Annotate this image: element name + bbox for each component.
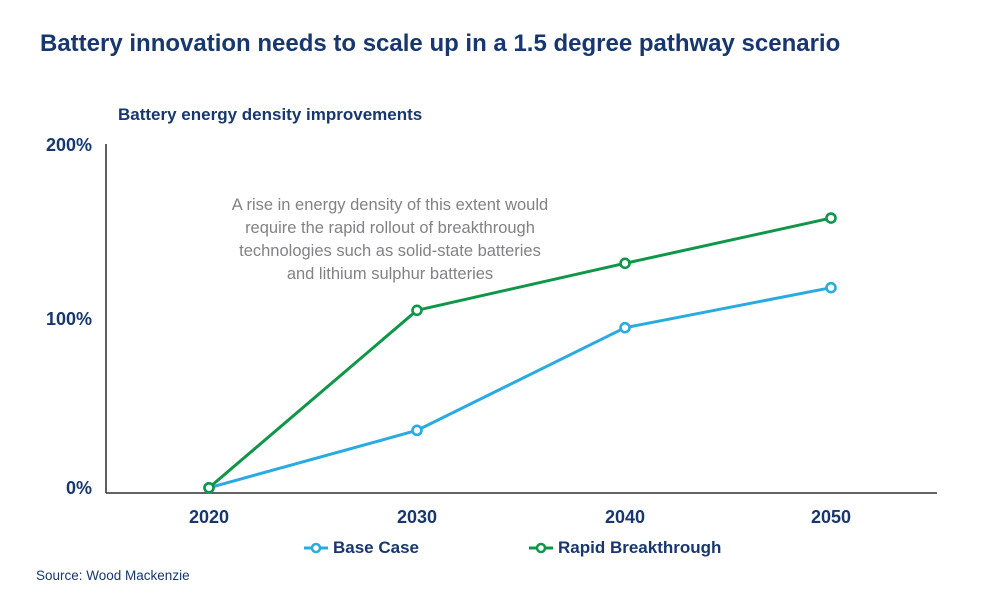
x-axis-tick-2020: 2020 — [188, 507, 230, 527]
x-axis-tick-2030: 2030 — [396, 507, 438, 527]
legend-label-base-case: Base Case — [333, 538, 420, 557]
legend-item-rapid-breakthrough: Rapid Breakthrough — [528, 537, 721, 559]
annotation-line: and lithium sulphur batteries — [286, 265, 494, 283]
annotation-line: A rise in energy density of this extent … — [231, 196, 549, 214]
chart-title: Battery innovation needs to scale up in … — [40, 30, 841, 57]
y-axis-tick-0: 0% — [65, 478, 92, 498]
data-point-base-case-2040 — [619, 321, 631, 334]
data-point-base-case-2050 — [825, 281, 837, 294]
legend-item-base-case: Base Case — [303, 537, 419, 559]
data-point-rapid-breakthrough-2030 — [411, 304, 423, 317]
chart-subtitle: Battery energy density improvements — [118, 105, 423, 124]
source-note: Source: Wood Mackenzie — [36, 568, 190, 583]
annotation-line: require the rapid rollout of breakthroug… — [245, 219, 535, 237]
data-point-rapid-breakthrough-2040 — [619, 257, 631, 270]
data-point-rapid-breakthrough-2050 — [825, 212, 837, 224]
x-axis-tick-2050: 2050 — [810, 507, 852, 527]
data-point-base-case-2030 — [411, 424, 423, 437]
chart-annotation: A rise in energy density of this extent … — [165, 194, 615, 286]
legend-label-rapid-breakthrough: Rapid Breakthrough — [558, 538, 722, 557]
series-line-base-case — [207, 286, 833, 490]
y-axis-tick-200: 200% — [45, 135, 92, 155]
y-axis-tick-100: 100% — [45, 309, 92, 329]
legend-marker-base-case-icon — [304, 542, 328, 554]
series-line-rapid-breakthrough — [207, 216, 833, 490]
x-axis-tick-2040: 2040 — [604, 507, 646, 527]
legend-marker-rapid-breakthrough-icon — [529, 542, 553, 554]
data-point-rapid-breakthrough-2020 — [203, 481, 215, 494]
annotation-line: technologies such as solid-state batteri… — [239, 242, 541, 260]
